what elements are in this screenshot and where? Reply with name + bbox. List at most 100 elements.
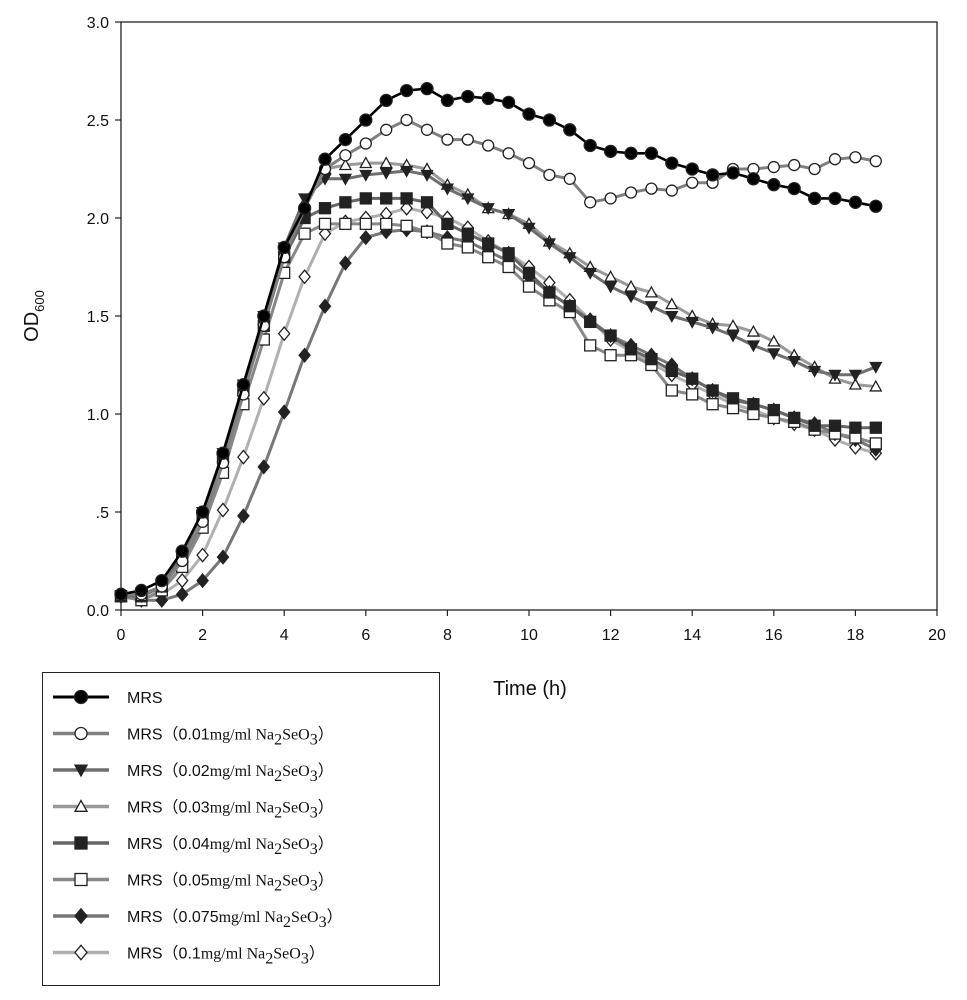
data-point bbox=[848, 377, 863, 390]
x-tick-label: 14 bbox=[683, 627, 701, 644]
data-point bbox=[726, 318, 740, 331]
data-point bbox=[257, 309, 271, 323]
data-point bbox=[584, 196, 597, 209]
legend-marker bbox=[73, 689, 89, 705]
data-point bbox=[849, 421, 862, 434]
data-point bbox=[767, 334, 781, 347]
data-point bbox=[543, 168, 556, 182]
data-point bbox=[339, 149, 352, 162]
data-point bbox=[338, 173, 353, 186]
data-point bbox=[869, 379, 883, 392]
y-tick-label: 0.0 bbox=[87, 603, 109, 620]
data-point bbox=[787, 356, 801, 368]
data-point bbox=[298, 269, 311, 285]
data-point bbox=[522, 107, 536, 121]
data-point bbox=[114, 587, 128, 601]
data-point bbox=[584, 315, 597, 329]
data-point bbox=[686, 388, 699, 401]
legend-entry: MRS（0.01mg/ml Na2SeO3） bbox=[53, 726, 334, 749]
data-point bbox=[604, 329, 617, 342]
data-point bbox=[441, 237, 454, 250]
data-point bbox=[645, 352, 658, 366]
data-point bbox=[134, 583, 149, 598]
data-point bbox=[318, 226, 332, 242]
x-tick-label: 16 bbox=[765, 627, 783, 644]
data-point bbox=[849, 151, 862, 164]
data-point bbox=[359, 229, 373, 246]
data-point bbox=[869, 199, 883, 213]
data-point bbox=[175, 544, 189, 558]
data-point bbox=[665, 156, 679, 170]
series-0 bbox=[114, 81, 883, 601]
legend: MRS MRS（0.01mg/ml Na2SeO3） MRS（0.02mg/ml N… bbox=[42, 672, 440, 986]
data-point bbox=[502, 147, 515, 160]
data-point bbox=[543, 286, 556, 299]
data-point bbox=[828, 191, 842, 206]
legend-marker bbox=[74, 944, 88, 961]
data-point bbox=[869, 437, 882, 450]
data-point bbox=[481, 91, 495, 106]
data-point bbox=[644, 301, 659, 314]
data-point bbox=[196, 572, 209, 589]
data-point bbox=[849, 439, 862, 455]
data-point bbox=[420, 169, 434, 182]
data-point bbox=[869, 421, 882, 434]
data-point bbox=[318, 202, 332, 215]
data-point bbox=[318, 298, 332, 314]
series-line bbox=[121, 118, 877, 596]
data-point bbox=[379, 167, 393, 180]
data-point bbox=[237, 508, 250, 524]
data-point bbox=[399, 83, 414, 98]
data-point bbox=[379, 156, 393, 169]
legend-label: MRS（0.03mg/ml Na2SeO3） bbox=[127, 799, 334, 822]
data-point bbox=[645, 182, 658, 195]
data-point bbox=[542, 238, 557, 251]
data-point bbox=[665, 297, 679, 310]
series-1 bbox=[114, 113, 882, 601]
data-point bbox=[563, 123, 577, 137]
data-point bbox=[787, 181, 801, 196]
x-tick-label: 0 bbox=[117, 627, 126, 644]
data-point bbox=[624, 291, 638, 304]
legend-label: MRS（0.04mg/ml Na2SeO3） bbox=[127, 835, 334, 858]
data-point bbox=[461, 227, 474, 240]
data-point bbox=[338, 132, 353, 147]
data-point bbox=[807, 365, 822, 378]
data-point bbox=[420, 81, 434, 96]
data-point bbox=[808, 162, 821, 176]
data-point bbox=[747, 398, 760, 411]
data-point bbox=[482, 139, 495, 152]
data-point bbox=[216, 549, 230, 565]
data-point bbox=[501, 209, 516, 221]
data-point bbox=[604, 349, 617, 362]
data-point bbox=[726, 392, 740, 405]
data-point bbox=[338, 158, 353, 171]
data-point bbox=[848, 369, 863, 382]
data-point bbox=[522, 266, 536, 280]
series-5 bbox=[114, 217, 882, 607]
data-point bbox=[726, 166, 740, 180]
x-axis-title-text: Time (h) bbox=[493, 678, 567, 700]
legend-entry: MRS bbox=[53, 689, 163, 707]
y-tick-label: 1.0 bbox=[87, 407, 109, 424]
data-point bbox=[461, 193, 475, 206]
data-point bbox=[196, 547, 209, 563]
data-point bbox=[584, 339, 597, 352]
data-point bbox=[440, 183, 455, 196]
data-point bbox=[705, 168, 720, 182]
data-point bbox=[298, 227, 311, 240]
data-point bbox=[318, 152, 332, 166]
x-tick-label: 4 bbox=[280, 627, 289, 644]
y-axis-title-main: OD bbox=[21, 312, 43, 342]
series-line bbox=[120, 87, 877, 596]
data-point bbox=[359, 113, 373, 127]
data-point bbox=[767, 178, 781, 192]
data-point bbox=[339, 255, 352, 271]
legend-label: MRS（0.1mg/ml Na2SeO3） bbox=[127, 945, 325, 968]
legend-label: MRS（0.01mg/ml Na2SeO3） bbox=[127, 726, 334, 749]
legend-entry: MRS（0.05mg/ml Na2SeO3） bbox=[53, 872, 334, 895]
data-point bbox=[767, 403, 780, 417]
data-point bbox=[828, 419, 842, 432]
data-point bbox=[400, 200, 413, 216]
legend-entry: MRS（0.075mg/ml Na2SeO3） bbox=[53, 907, 343, 931]
